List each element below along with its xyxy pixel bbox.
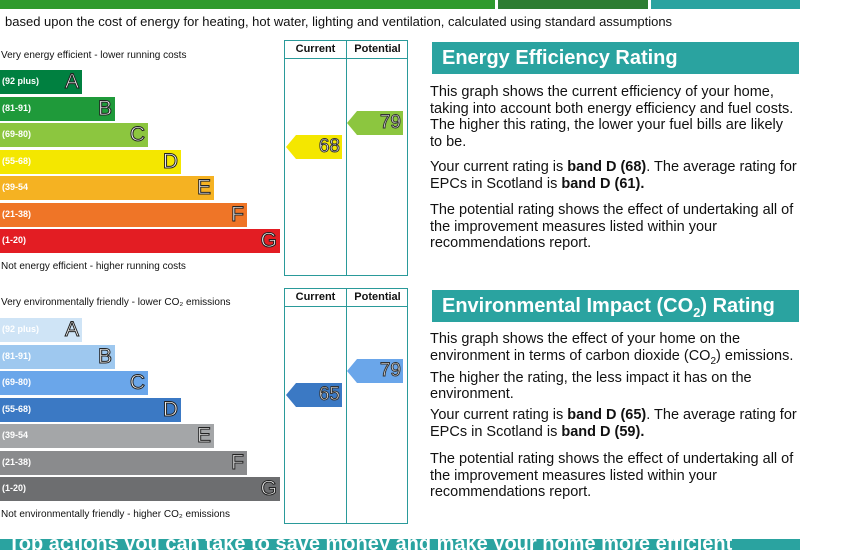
rating-band-f: (21-38) F xyxy=(0,202,247,227)
band-range-label: (69-80) xyxy=(2,377,32,387)
band-letter: F xyxy=(231,450,245,474)
top-banner-dark xyxy=(498,0,648,9)
rating-band-a: (92 plus) A xyxy=(0,318,82,342)
potential-rating-arrow: 79 xyxy=(347,359,407,383)
rating-band-b: (81-91) B xyxy=(0,96,115,121)
section-heading-bar: Top actions you can take to save money a… xyxy=(0,539,800,550)
band-range-label: (21-38) xyxy=(2,456,32,467)
header-divider xyxy=(284,58,408,59)
band-range-label: (39-54 xyxy=(2,182,29,192)
band-range-label: (69-80) xyxy=(2,129,32,139)
band-range-label: (55-68) xyxy=(2,155,32,166)
band-range-label: (81-91) xyxy=(2,102,32,113)
chart-bottom-label: Not energy efficient - higher running co… xyxy=(1,261,186,272)
column-divider xyxy=(346,288,347,524)
environmental-impact-title: Environmental Impact (CO2) Rating xyxy=(432,290,799,322)
energy-paragraph-1: This graph shows the current efficiency … xyxy=(430,84,794,150)
band-letter: E xyxy=(196,424,211,448)
header-divider xyxy=(284,306,408,307)
band-range-label: (55-68) xyxy=(2,403,32,414)
environment-paragraph-2: Your current rating is band D (65). The … xyxy=(430,407,797,440)
band-letter: D xyxy=(162,149,178,173)
rating-band-e: (39-54 E xyxy=(0,176,214,200)
band-range-label: (21-38) xyxy=(2,208,32,219)
rating-band-d: (55-68) D xyxy=(0,149,181,174)
band-range-label: (1-20) xyxy=(2,483,27,493)
rating-band-g: (1-20) G xyxy=(0,477,280,501)
page-subtitle: based upon the cost of energy for heatin… xyxy=(5,14,673,29)
band-letter: C xyxy=(129,371,145,395)
column-header-potential: Potential xyxy=(354,291,401,303)
chart-top-label: Very environmentally friendly - lower CO… xyxy=(1,297,231,308)
rating-band-c: (69-80) C xyxy=(0,371,148,395)
environment-paragraph-1: This graph shows the effect of your home… xyxy=(430,331,794,403)
band-letter: C xyxy=(129,123,145,147)
chart-bottom-label: Not environmentally friendly - higher CO… xyxy=(1,509,230,520)
current-rating-arrow: 65 xyxy=(286,382,346,407)
band-letter: F xyxy=(231,202,245,226)
potential-rating-value: 79 xyxy=(379,360,401,382)
top-banner-green xyxy=(0,0,495,9)
column-header-potential: Potential xyxy=(354,43,401,55)
band-letter: B xyxy=(97,344,112,368)
energy-paragraph-2: Your current rating is band D (68). The … xyxy=(430,159,797,192)
top-banner-teal xyxy=(651,0,800,9)
rating-band-g: (1-20) G xyxy=(0,229,280,253)
section-heading: Top actions you can take to save money a… xyxy=(8,539,733,550)
chart-top-label: Very energy efficient - lower running co… xyxy=(1,50,187,61)
band-letter: E xyxy=(196,176,211,200)
band-range-label: (81-91) xyxy=(2,350,32,361)
energy-paragraph-3: The potential rating shows the effect of… xyxy=(430,202,794,251)
rating-band-b: (81-91) B xyxy=(0,344,115,369)
potential-rating-arrow: 79 xyxy=(347,111,407,135)
band-letter: B xyxy=(97,96,112,120)
rating-band-c: (69-80) C xyxy=(0,123,148,147)
band-range-label: (1-20) xyxy=(2,235,27,245)
energy-rating-chart: Current Potential Very energy efficient … xyxy=(0,40,410,276)
band-range-label: (92 plus) xyxy=(2,76,40,86)
band-letter: A xyxy=(64,70,79,94)
rating-band-e: (39-54 E xyxy=(0,424,214,448)
band-letter: A xyxy=(64,318,79,342)
column-header-current: Current xyxy=(295,43,336,55)
band-letter: G xyxy=(260,229,277,253)
current-rating-value: 65 xyxy=(318,383,340,405)
band-letter: G xyxy=(260,477,277,501)
band-range-label: (92 plus) xyxy=(2,324,40,334)
current-rating-arrow: 68 xyxy=(286,134,346,159)
rating-band-f: (21-38) F xyxy=(0,450,247,475)
column-header-current: Current xyxy=(295,291,336,303)
rating-band-a: (92 plus) A xyxy=(0,70,82,94)
band-range-label: (39-54 xyxy=(2,430,29,440)
current-rating-value: 68 xyxy=(318,135,340,157)
potential-rating-value: 79 xyxy=(379,112,401,134)
energy-efficiency-title: Energy Efficiency Rating xyxy=(432,42,799,74)
column-divider xyxy=(346,40,347,276)
rating-band-d: (55-68) D xyxy=(0,397,181,422)
environment-paragraph-3: The potential rating shows the effect of… xyxy=(430,451,794,500)
environmental-impact-chart: Current Potential Very environmentally f… xyxy=(0,288,410,524)
band-letter: D xyxy=(162,397,178,421)
